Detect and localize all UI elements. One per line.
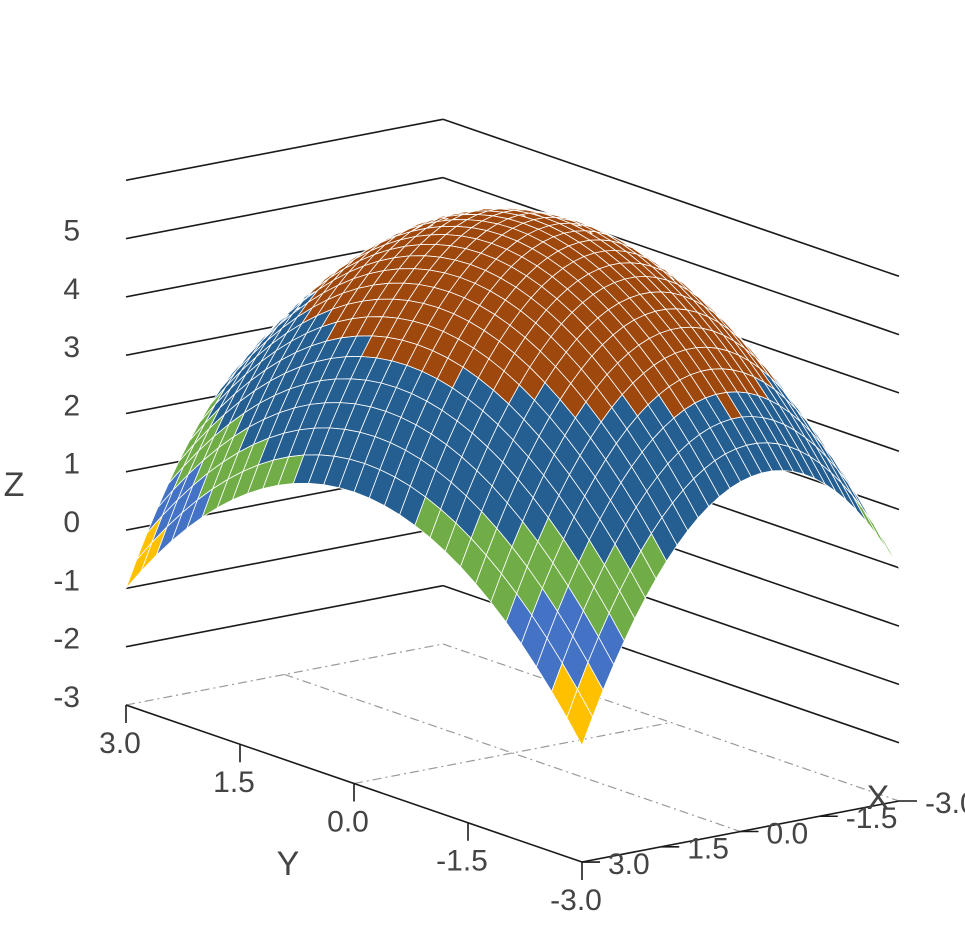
z-tick-label: 4 [63,273,80,306]
x-tick-label: 1.5 [687,833,729,866]
wall-gridline-left [125,176,444,240]
y-tick-label: -3.0 [550,884,602,917]
y-tick-label: 3.0 [99,727,141,760]
wall-gridline-left [125,118,444,182]
z-tick-label: 3 [63,331,80,364]
x-tick-label: 3.0 [608,848,650,881]
chart-axes: -3.0-1.50.01.53.0-3.0-1.50.01.53.0-3-2-1… [53,215,965,917]
wall-gridline-back [442,176,900,336]
floor-edge-left [125,643,444,706]
y-tick-label: 1.5 [213,766,255,799]
x-axis-title: X [867,779,890,817]
y-tick-label: 0.0 [327,805,369,838]
z-tick-label: 1 [63,448,80,481]
x-tick-label: -3.0 [925,787,965,820]
surface-cell [841,482,868,523]
z-tick-label: -2 [53,623,80,656]
z-tick-label: 2 [63,389,80,422]
floor-centerline-x [284,673,741,833]
x-tick-label: -1.5 [846,802,898,835]
z-tick-label: 0 [63,506,80,539]
floor-centerline-y [353,721,672,785]
z-tick-label: 5 [63,215,80,248]
surface-cell [125,542,153,589]
x-tick-label: 0.0 [766,817,808,850]
y-axis-title: Y [277,845,300,883]
wall-gridline-left [125,584,444,648]
z-axis-title: Z [4,466,25,504]
y-tick-label: -1.5 [436,845,488,878]
z-tick-label: -3 [53,681,80,714]
surface-plot [125,207,900,747]
wall-gridline-back [442,118,900,278]
z-tick-label: -1 [53,564,80,597]
floor-edge-back [442,643,900,802]
wall-gridline-left [125,526,444,590]
